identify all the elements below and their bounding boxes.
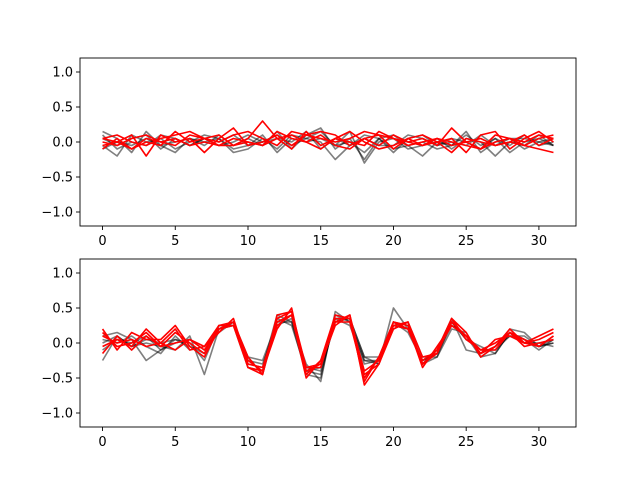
top-subplot: 0 5 10 15 20 25 30 −1.0 −0.5 0.0 0.5 1.0	[41, 57, 577, 249]
series-line-7	[102, 120, 554, 154]
x-tick-label: 0	[98, 435, 106, 450]
x-tick-label: 10	[240, 435, 257, 450]
y-tick-label: 0.0	[52, 337, 73, 352]
y-tick-label: 1.0	[52, 66, 73, 81]
y-tick-label: 0.5	[52, 302, 73, 317]
series-line-9	[102, 130, 554, 150]
x-tick-label: 15	[312, 234, 329, 249]
series-group	[101, 307, 554, 386]
y-tick-label: −0.5	[41, 171, 73, 186]
x-tick-label: 30	[531, 234, 548, 249]
x-tick-label: 20	[385, 435, 402, 450]
y-tick-label: 0.5	[52, 101, 73, 116]
series-line-8	[102, 130, 554, 154]
x-tick-label: 20	[385, 234, 402, 249]
bottom-subplot: 0 5 10 15 20 25 30 −1.0 −0.5 0.0 0.5 1.0	[41, 258, 577, 450]
series-line-9	[101, 314, 554, 372]
y-tick-label: 0.0	[52, 136, 73, 151]
series-line-6	[102, 127, 554, 157]
x-tick-label: 5	[171, 234, 179, 249]
x-tick-label: 15	[312, 435, 329, 450]
y-tick-label: −1.0	[41, 407, 73, 422]
y-tick-label: −0.5	[41, 372, 73, 387]
x-tick-label: 10	[240, 234, 257, 249]
series-group	[101, 120, 554, 164]
x-tick-label: 0	[98, 234, 106, 249]
y-tick-label: 1.0	[52, 267, 73, 282]
y-tick-label: −1.0	[41, 206, 73, 221]
x-tick-label: 5	[171, 435, 179, 450]
x-tick-label: 30	[531, 435, 548, 450]
x-tick-label: 25	[458, 435, 475, 450]
x-tick-label: 25	[458, 234, 475, 249]
